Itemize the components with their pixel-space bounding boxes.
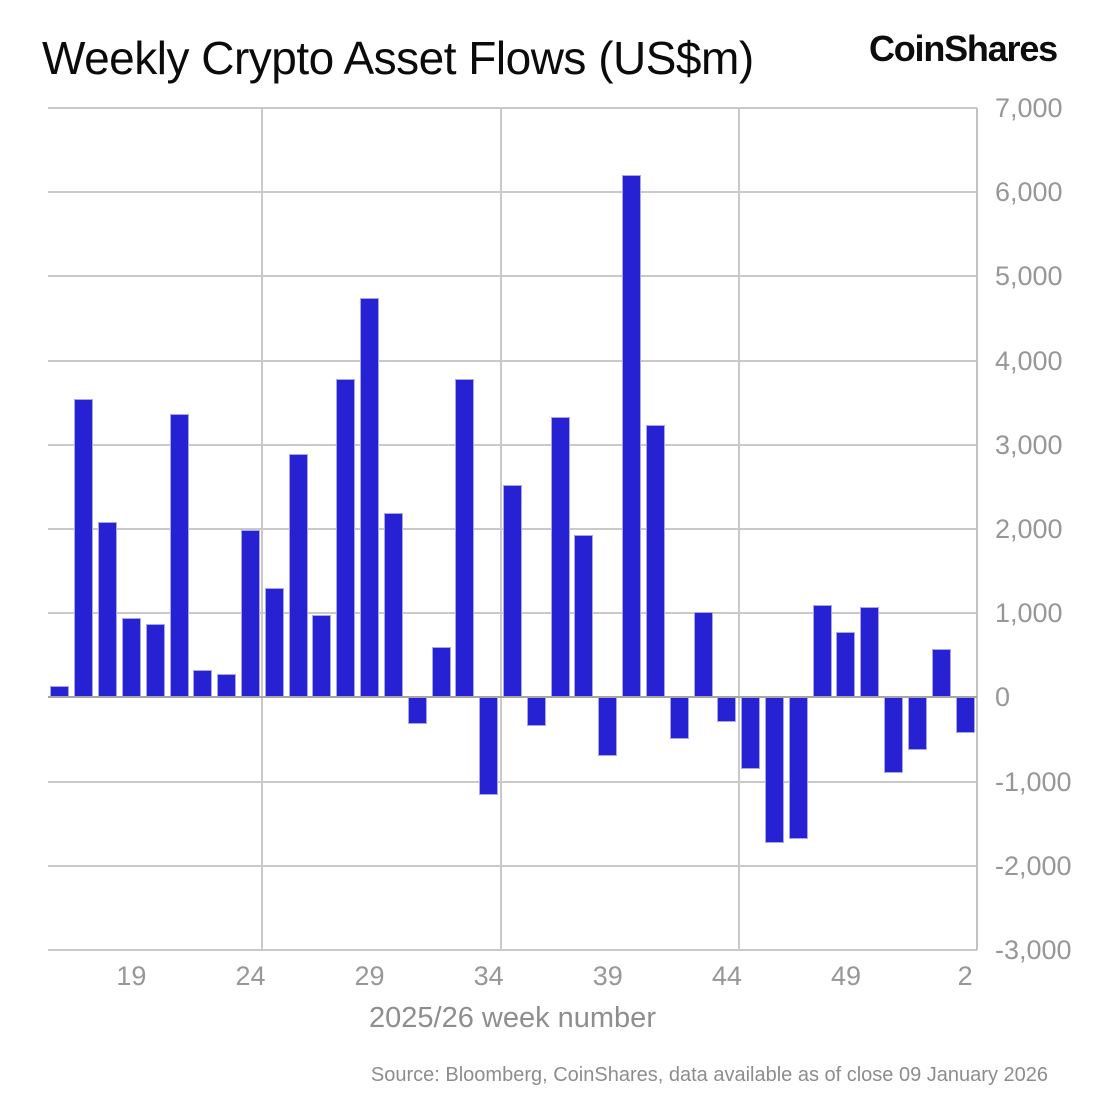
x-axis-tick-label: 2 (957, 961, 973, 991)
bar-week-35 (503, 485, 522, 698)
bar-week-40 (622, 175, 642, 698)
bar-week-46 (765, 697, 785, 844)
coinshares-logo: CoinShares (868, 28, 1058, 69)
x-axis-tick-label: 49 (830, 961, 862, 991)
y-axis-tick-label: 5,000 (995, 261, 1063, 292)
bar-week-32 (431, 646, 451, 698)
h-gridline (48, 949, 977, 951)
v-gridline (499, 108, 502, 950)
bar-week-22 (193, 670, 213, 698)
bar-week-36 (526, 697, 546, 727)
bar-week-45 (741, 697, 761, 769)
y-axis-tick-label: 0 (995, 682, 1011, 713)
bar-week-44 (717, 697, 737, 722)
bar-week-37 (550, 417, 570, 698)
bar-week-29 (360, 298, 380, 698)
h-gridline (48, 191, 977, 194)
bar-week-17 (74, 399, 94, 698)
y-axis-tick-label: -2,000 (995, 850, 1072, 881)
bar-week-34 (479, 697, 499, 796)
bar-week-50 (860, 607, 880, 698)
bar-week-47 (788, 697, 808, 839)
source-attribution: Source: Bloomberg, CoinShares, data avai… (370, 1064, 1048, 1086)
bar-week-28 (336, 379, 356, 698)
bar-week-1 (931, 648, 951, 698)
x-axis-tick-label: 39 (592, 961, 623, 991)
bar-week-25 (264, 587, 284, 698)
x-axis-title: 2025/26 week number (369, 1002, 656, 1034)
h-gridline (48, 864, 977, 867)
bar-week-51 (884, 697, 904, 774)
bar-week-31 (407, 697, 427, 725)
bar-week-49 (836, 631, 856, 698)
y-axis-tick-label: 3,000 (995, 429, 1063, 460)
bar-week-39 (598, 697, 618, 757)
h-gridline (48, 107, 977, 109)
y-axis-tick-label: 4,000 (995, 345, 1063, 376)
x-axis-tick-label: 29 (354, 961, 385, 991)
y-axis-tick-label: 7,000 (995, 93, 1063, 123)
bar-week-23 (217, 673, 237, 698)
bar-week-18 (98, 522, 118, 698)
v-gridline (737, 108, 740, 950)
bar-week-27 (312, 614, 332, 698)
bar-chart-plot-area (48, 107, 978, 951)
bar-week-43 (693, 612, 713, 698)
chart-title: Weekly Crypto Asset Flows (US$m) (42, 32, 754, 84)
y-axis-tick-label: -1,000 (995, 766, 1072, 797)
x-axis-tick-label: 34 (473, 961, 504, 991)
x-axis-tick-label: 44 (711, 961, 742, 991)
bar-week-38 (574, 534, 594, 698)
y-axis-tick-label: 2,000 (995, 514, 1063, 544)
bar-week-42 (669, 697, 689, 740)
bar-week-20 (145, 624, 165, 698)
bar-week-19 (121, 618, 141, 698)
h-gridline (48, 443, 977, 446)
bar-week-21 (169, 413, 189, 698)
y-axis-tick-label: 6,000 (995, 177, 1063, 208)
y-axis-tick-label: 1,000 (995, 598, 1063, 629)
v-gridline (261, 108, 264, 950)
y-axis-tick-label: -3,000 (995, 935, 1072, 965)
bar-week-41 (645, 424, 665, 698)
bar-week-48 (812, 604, 832, 698)
zero-gridline (48, 696, 977, 699)
bar-week-24 (240, 529, 260, 698)
bar-week-2 (955, 697, 975, 733)
bar-week-26 (288, 454, 308, 698)
right-axis-line (976, 108, 978, 950)
bar-week-52 (907, 697, 927, 751)
h-gridline (48, 780, 977, 783)
h-gridline (48, 359, 977, 362)
bar-week-33 (455, 379, 475, 698)
x-axis-tick-label: 19 (116, 961, 147, 991)
h-gridline (48, 275, 977, 278)
bar-week-30 (383, 513, 403, 698)
x-axis-tick-label: 24 (235, 961, 266, 991)
